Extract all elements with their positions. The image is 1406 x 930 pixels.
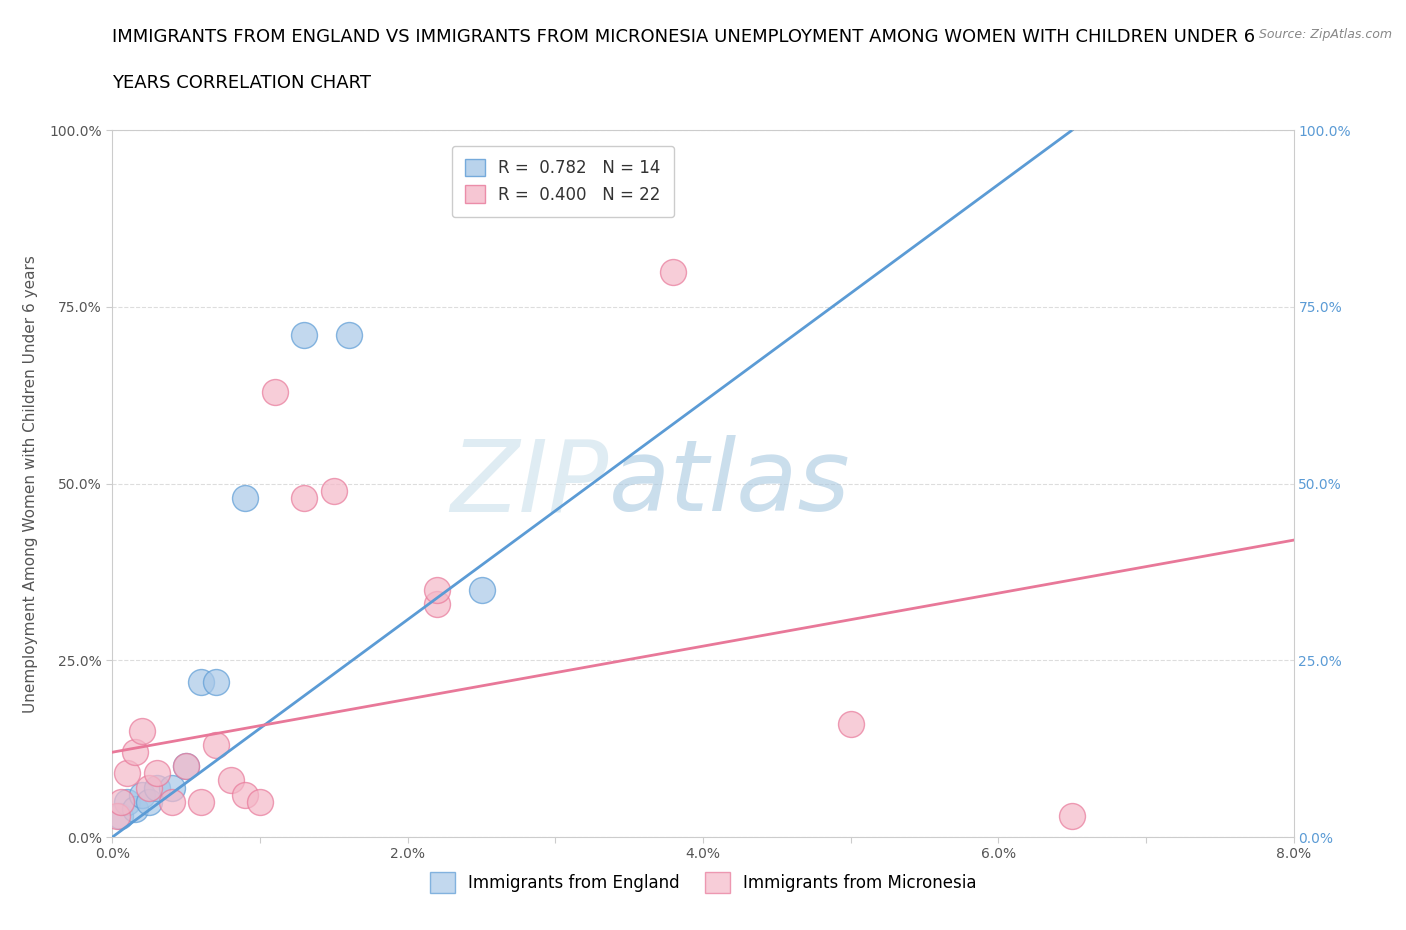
- Point: [662, 264, 685, 279]
- Point: [205, 674, 228, 689]
- Text: YEARS CORRELATION CHART: YEARS CORRELATION CHART: [112, 74, 371, 92]
- Point: [839, 716, 862, 731]
- Point: [337, 327, 360, 342]
- Point: [117, 794, 138, 809]
- Point: [138, 794, 160, 809]
- Point: [426, 582, 449, 597]
- Point: [138, 780, 160, 795]
- Point: [426, 596, 449, 611]
- Point: [205, 737, 228, 752]
- Point: [233, 787, 256, 802]
- Text: IMMIGRANTS FROM ENGLAND VS IMMIGRANTS FROM MICRONESIA UNEMPLOYMENT AMONG WOMEN W: IMMIGRANTS FROM ENGLAND VS IMMIGRANTS FR…: [112, 28, 1256, 46]
- Text: Source: ZipAtlas.com: Source: ZipAtlas.com: [1258, 28, 1392, 41]
- Point: [190, 794, 212, 809]
- Y-axis label: Unemployment Among Women with Children Under 6 years: Unemployment Among Women with Children U…: [24, 255, 38, 712]
- Point: [124, 745, 146, 760]
- Point: [323, 484, 346, 498]
- Point: [264, 384, 287, 399]
- Point: [471, 582, 494, 597]
- Point: [174, 759, 197, 774]
- Point: [117, 766, 138, 781]
- Point: [105, 808, 128, 823]
- Point: [249, 794, 271, 809]
- Point: [160, 794, 183, 809]
- Point: [124, 802, 146, 817]
- Point: [292, 490, 315, 505]
- Text: ZIP: ZIP: [450, 435, 609, 532]
- Point: [131, 724, 153, 738]
- Point: [233, 490, 256, 505]
- Point: [190, 674, 212, 689]
- Point: [219, 773, 242, 788]
- Point: [1062, 808, 1084, 823]
- Point: [174, 759, 197, 774]
- Legend: Immigrants from England, Immigrants from Micronesia: Immigrants from England, Immigrants from…: [423, 866, 983, 899]
- Point: [146, 766, 169, 781]
- Point: [108, 808, 131, 823]
- Point: [131, 787, 153, 802]
- Point: [110, 794, 132, 809]
- Text: atlas: atlas: [609, 435, 851, 532]
- Point: [292, 327, 315, 342]
- Point: [146, 780, 169, 795]
- Point: [160, 780, 183, 795]
